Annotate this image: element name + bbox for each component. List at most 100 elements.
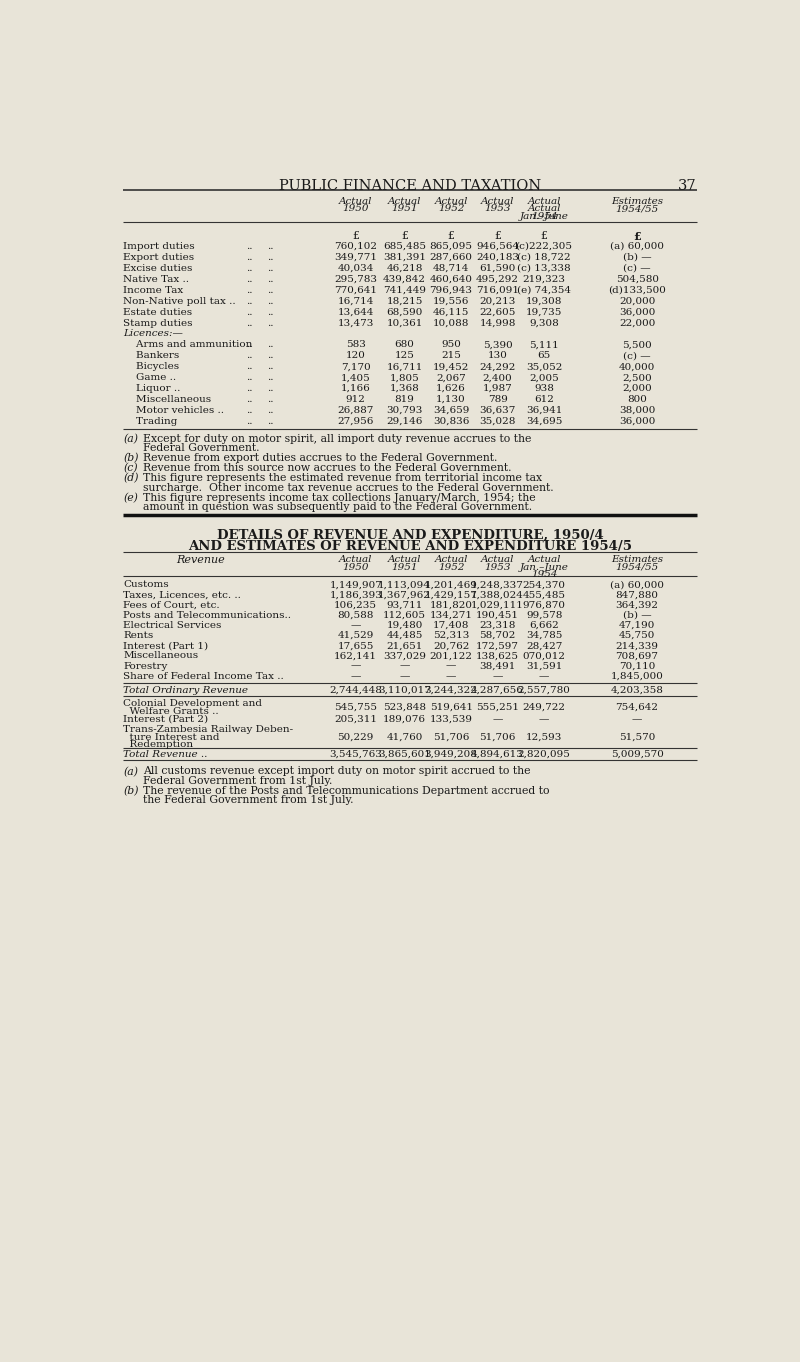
Text: —: — <box>350 621 361 631</box>
Text: ..: .. <box>246 297 252 305</box>
Text: ture Interest and: ture Interest and <box>123 733 220 742</box>
Text: 125: 125 <box>394 351 414 361</box>
Text: 754,642: 754,642 <box>615 703 658 712</box>
Text: Estate duties: Estate duties <box>123 308 192 316</box>
Text: ..: .. <box>267 319 274 327</box>
Text: ..: .. <box>246 308 252 316</box>
Text: 19,308: 19,308 <box>526 297 562 305</box>
Text: 30,836: 30,836 <box>433 417 470 426</box>
Text: 6,662: 6,662 <box>530 621 559 631</box>
Text: 1951: 1951 <box>391 204 418 214</box>
Text: 1,130: 1,130 <box>436 395 466 405</box>
Text: ..: .. <box>246 406 252 415</box>
Text: 819: 819 <box>394 395 414 405</box>
Text: 1950: 1950 <box>342 563 369 572</box>
Text: 741,449: 741,449 <box>383 286 426 294</box>
Text: Export duties: Export duties <box>123 253 194 262</box>
Text: 130: 130 <box>488 351 507 361</box>
Text: ..: .. <box>246 362 252 372</box>
Text: 1,405: 1,405 <box>341 373 370 383</box>
Text: 172,597: 172,597 <box>476 642 519 650</box>
Text: 38,491: 38,491 <box>479 662 516 670</box>
Text: Income Tax: Income Tax <box>123 286 183 294</box>
Text: ..: .. <box>246 253 252 262</box>
Text: Share of Federal Income Tax ..: Share of Federal Income Tax .. <box>123 671 284 681</box>
Text: 2,067: 2,067 <box>436 373 466 383</box>
Text: 36,000: 36,000 <box>619 308 655 316</box>
Text: 364,392: 364,392 <box>615 601 658 610</box>
Text: 93,711: 93,711 <box>386 601 422 610</box>
Text: 1951: 1951 <box>391 563 418 572</box>
Text: Forestry: Forestry <box>123 662 168 670</box>
Text: 17,655: 17,655 <box>338 642 374 650</box>
Text: 36,637: 36,637 <box>479 406 516 415</box>
Text: —: — <box>492 715 502 723</box>
Text: ..: .. <box>267 297 274 305</box>
Text: 770,641: 770,641 <box>334 286 378 294</box>
Text: 190,451: 190,451 <box>476 610 519 620</box>
Text: 1,166: 1,166 <box>341 384 370 394</box>
Text: 1,429,157: 1,429,157 <box>425 591 478 599</box>
Text: Import duties: Import duties <box>123 242 195 251</box>
Text: 1,113,094: 1,113,094 <box>378 580 431 590</box>
Text: 800: 800 <box>627 395 647 405</box>
Text: Colonial Development and: Colonial Development and <box>123 699 262 708</box>
Text: 3,949,208: 3,949,208 <box>425 750 478 759</box>
Text: 1953: 1953 <box>484 204 511 214</box>
Text: 12,593: 12,593 <box>526 733 562 742</box>
Text: —: — <box>492 671 502 681</box>
Text: £: £ <box>541 232 547 241</box>
Text: ..: .. <box>267 373 274 383</box>
Text: 1954: 1954 <box>531 571 558 579</box>
Text: ..: .. <box>267 242 274 251</box>
Text: ..: .. <box>246 417 252 426</box>
Text: 249,722: 249,722 <box>522 703 566 712</box>
Text: 189,076: 189,076 <box>383 715 426 723</box>
Text: 26,887: 26,887 <box>338 406 374 415</box>
Text: (c)222,305: (c)222,305 <box>515 242 573 251</box>
Text: Total Revenue ..: Total Revenue .. <box>123 750 208 759</box>
Text: 31,591: 31,591 <box>526 662 562 670</box>
Text: Actual: Actual <box>527 196 561 206</box>
Text: 760,102: 760,102 <box>334 242 378 251</box>
Text: 37: 37 <box>678 178 697 193</box>
Text: 46,115: 46,115 <box>433 308 470 316</box>
Text: 555,251: 555,251 <box>476 703 519 712</box>
Text: ..: .. <box>267 406 274 415</box>
Text: Actual: Actual <box>339 196 373 206</box>
Text: 1,367,962: 1,367,962 <box>378 591 431 599</box>
Text: (a) 60,000: (a) 60,000 <box>610 242 664 251</box>
Text: ..: .. <box>267 362 274 372</box>
Text: 13,644: 13,644 <box>338 308 374 316</box>
Text: 201,122: 201,122 <box>430 651 473 661</box>
Text: 18,215: 18,215 <box>386 297 422 305</box>
Text: 214,339: 214,339 <box>615 642 658 650</box>
Text: 1950: 1950 <box>342 204 369 214</box>
Text: 46,218: 46,218 <box>386 264 422 272</box>
Text: (d)133,500: (d)133,500 <box>608 286 666 294</box>
Text: 20,000: 20,000 <box>619 297 655 305</box>
Text: DETAILS OF REVENUE AND EXPENDITURE, 1950/4: DETAILS OF REVENUE AND EXPENDITURE, 1950… <box>217 528 603 542</box>
Text: 3,244,322: 3,244,322 <box>425 686 478 695</box>
Text: 2,400: 2,400 <box>482 373 513 383</box>
Text: 133,539: 133,539 <box>430 715 473 723</box>
Text: 50,229: 50,229 <box>338 733 374 742</box>
Text: 4,203,358: 4,203,358 <box>610 686 663 695</box>
Text: 1,805: 1,805 <box>390 373 419 383</box>
Text: Licences:—: Licences:— <box>123 330 183 338</box>
Text: Redemption: Redemption <box>123 741 194 749</box>
Text: 680: 680 <box>394 340 414 350</box>
Text: 19,480: 19,480 <box>386 621 422 631</box>
Text: 439,842: 439,842 <box>383 275 426 283</box>
Text: Jan.–June: Jan.–June <box>520 212 569 221</box>
Text: 52,313: 52,313 <box>433 631 470 640</box>
Text: 21,651: 21,651 <box>386 642 422 650</box>
Text: Game ..: Game .. <box>123 373 176 383</box>
Text: 65: 65 <box>538 351 550 361</box>
Text: 51,570: 51,570 <box>619 733 655 742</box>
Text: 716,091: 716,091 <box>476 286 519 294</box>
Text: Federal Government from 1st July.: Federal Government from 1st July. <box>142 776 332 786</box>
Text: 16,714: 16,714 <box>338 297 374 305</box>
Text: 23,318: 23,318 <box>479 621 516 631</box>
Text: 30,793: 30,793 <box>386 406 422 415</box>
